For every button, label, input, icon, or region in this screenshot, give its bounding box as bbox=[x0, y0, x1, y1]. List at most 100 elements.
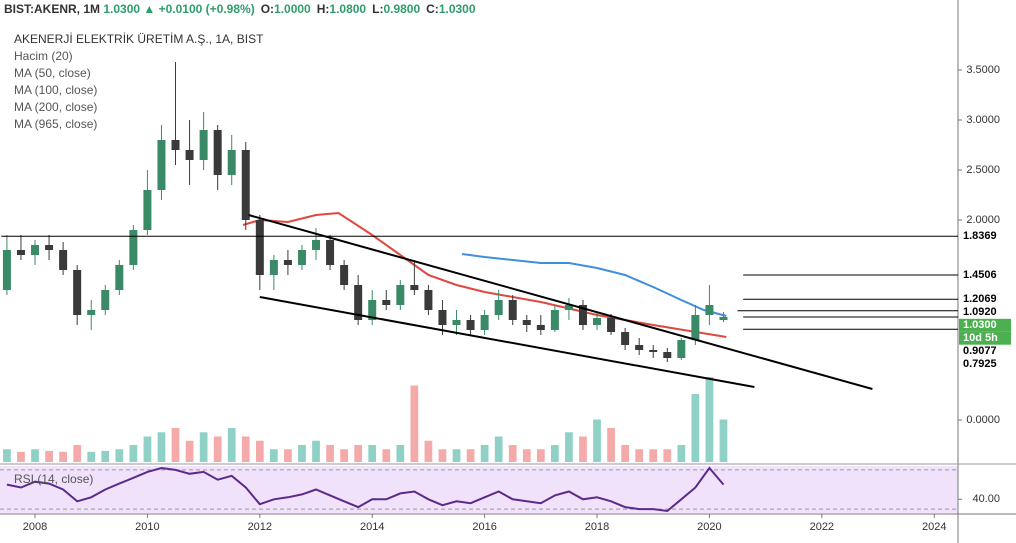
price-label-box bbox=[959, 344, 1011, 358]
candle-body bbox=[621, 332, 630, 345]
volume-bar bbox=[396, 445, 405, 462]
volume-bar bbox=[480, 445, 489, 462]
candle-body bbox=[396, 285, 405, 305]
legend-entry: MA (200, close) bbox=[14, 100, 97, 114]
price-label: 1.2069 bbox=[963, 293, 997, 305]
x-tick-label: 2008 bbox=[23, 521, 47, 533]
header: BIST:AKENR, 1M 1.0300 ▲ +0.0100 (+0.98%)… bbox=[4, 2, 476, 16]
candle-body bbox=[87, 310, 96, 315]
price-label-box bbox=[959, 229, 1011, 243]
last-price: 1.0300 bbox=[103, 2, 140, 16]
volume-bar bbox=[3, 449, 11, 462]
candle-body bbox=[185, 150, 194, 160]
candle-body bbox=[213, 130, 222, 175]
rsi-label: RSI (14, close) bbox=[14, 472, 93, 486]
volume-bar bbox=[143, 436, 152, 462]
ohlc-key: L: bbox=[372, 2, 383, 16]
price-label: 1.0920 bbox=[963, 306, 997, 318]
volume-bar bbox=[565, 432, 573, 462]
y-tick-label: 2.0000 bbox=[966, 214, 1000, 226]
candle-body bbox=[16, 250, 25, 255]
volume-bar bbox=[157, 432, 166, 462]
volume-bar bbox=[171, 428, 180, 462]
volume-bar bbox=[579, 436, 587, 462]
ohlc-value: 1.0800 bbox=[329, 2, 366, 16]
ohlc-value: 0.9800 bbox=[383, 2, 420, 16]
volume-bar bbox=[705, 377, 714, 462]
volume-bar bbox=[663, 449, 672, 462]
price-label: 1.4506 bbox=[963, 269, 997, 281]
volume-bar bbox=[31, 449, 39, 462]
volume-bar bbox=[73, 445, 82, 462]
candle-body bbox=[705, 305, 714, 315]
volume-bar bbox=[719, 419, 728, 462]
volume-bar bbox=[452, 449, 461, 462]
price-label-box bbox=[959, 318, 1011, 332]
ohlc-value: 1.0000 bbox=[274, 2, 311, 16]
legend-entry: Hacim (20) bbox=[14, 49, 73, 63]
candle-body bbox=[101, 290, 110, 310]
candle-body bbox=[157, 140, 166, 190]
volume-bar bbox=[115, 449, 124, 462]
chart-title: AKENERJİ ELEKTRİK ÜRETİM A.Ş., 1A, BIST bbox=[14, 32, 264, 46]
volume-bar bbox=[312, 440, 320, 462]
rsi-tick-label: 40.00 bbox=[972, 493, 1000, 505]
moving-average bbox=[461, 253, 727, 317]
countdown: 10d 5h bbox=[963, 332, 998, 344]
x-tick-label: 2012 bbox=[248, 521, 272, 533]
ohlc-key: C: bbox=[426, 2, 439, 16]
candle-body bbox=[550, 310, 559, 330]
volume-bar bbox=[270, 449, 278, 462]
candle-body bbox=[424, 290, 433, 310]
volume-bar bbox=[298, 445, 306, 462]
candle-body bbox=[340, 265, 349, 285]
rsi-line bbox=[6, 466, 725, 513]
volume-bar bbox=[213, 436, 222, 462]
volume-bar bbox=[227, 428, 236, 462]
volume-bar bbox=[185, 440, 194, 462]
candle-body bbox=[607, 318, 616, 332]
candle-body bbox=[494, 300, 503, 315]
candle-body bbox=[312, 240, 321, 250]
volume-bar bbox=[129, 445, 138, 462]
volume-bar bbox=[494, 436, 503, 462]
price-label: 1.8369 bbox=[963, 230, 997, 242]
candle-body bbox=[227, 150, 236, 175]
candle-body bbox=[368, 300, 377, 320]
price-label-box bbox=[959, 292, 1011, 306]
candle-body bbox=[410, 285, 419, 290]
candle-body bbox=[73, 270, 82, 315]
candle-body bbox=[635, 345, 644, 350]
candle-body bbox=[326, 240, 335, 265]
y-tick-label: 2.5000 bbox=[966, 164, 1000, 176]
countdown-box bbox=[959, 331, 1011, 345]
candle-body bbox=[115, 265, 124, 290]
y-tick-label: 0.0000 bbox=[966, 414, 1000, 426]
volume-bar bbox=[621, 445, 629, 462]
candle-body bbox=[452, 320, 461, 325]
ohlc-key: O: bbox=[261, 2, 274, 16]
legend-entry: MA (100, close) bbox=[14, 83, 97, 97]
volume-bar bbox=[255, 440, 264, 462]
volume-bar bbox=[87, 451, 96, 462]
volume-bar bbox=[508, 445, 517, 462]
candle-body bbox=[466, 320, 475, 330]
legend-entry: MA (965, close) bbox=[14, 117, 97, 131]
volume-bar bbox=[466, 449, 475, 462]
volume-bar bbox=[677, 445, 686, 462]
candle-body bbox=[719, 317, 728, 320]
candle-body bbox=[593, 318, 602, 325]
price-label-box bbox=[959, 268, 1011, 282]
y-tick-label: 3.0000 bbox=[966, 114, 1000, 126]
x-tick-label: 2020 bbox=[697, 521, 721, 533]
candle-body bbox=[2, 250, 11, 290]
candle-body bbox=[691, 315, 700, 340]
candle-body bbox=[45, 245, 54, 250]
volume-bar bbox=[691, 394, 700, 462]
volume-bar bbox=[326, 445, 334, 462]
x-tick-label: 2018 bbox=[585, 521, 609, 533]
price-label: 0.7925 bbox=[963, 358, 997, 370]
candle-body bbox=[199, 130, 208, 160]
candle-body bbox=[522, 320, 531, 325]
